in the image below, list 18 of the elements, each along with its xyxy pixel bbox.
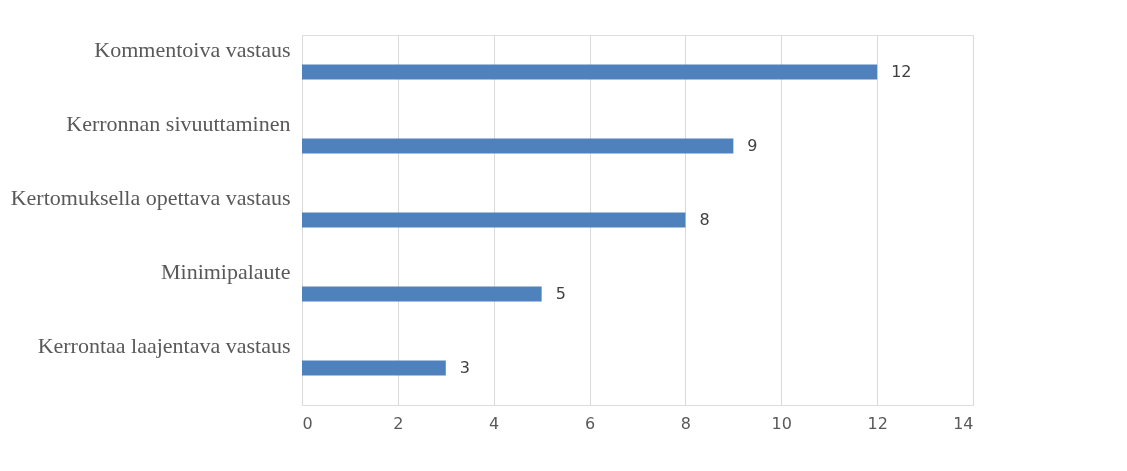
x-tick-label: 4	[489, 413, 500, 433]
y-tick-label: Kommentoiva vastaus	[94, 37, 291, 62]
y-tick-label: Kerrontaa laajentava vastaus	[37, 333, 291, 358]
data-label: 8	[699, 210, 710, 229]
x-tick-label: 14	[953, 413, 974, 433]
x-tick-label: 12	[867, 413, 888, 433]
x-tick-label: 8	[680, 413, 692, 433]
x-tick-label: 2	[393, 413, 404, 433]
y-tick-label: Kerronnan sivuuttaminen	[66, 111, 291, 136]
data-label: 12	[891, 62, 912, 81]
x-tick-label: 10	[771, 413, 792, 433]
x-tick-label: 6	[584, 413, 596, 433]
y-tick-label: Minimipalaute	[160, 259, 291, 284]
data-label: 3	[459, 358, 470, 377]
data-label: 9	[747, 136, 758, 155]
y-tick-label: Kertomuksella opettava vastaus	[10, 185, 291, 210]
data-label: 5	[555, 284, 566, 303]
x-tick-label: 0	[302, 413, 313, 433]
